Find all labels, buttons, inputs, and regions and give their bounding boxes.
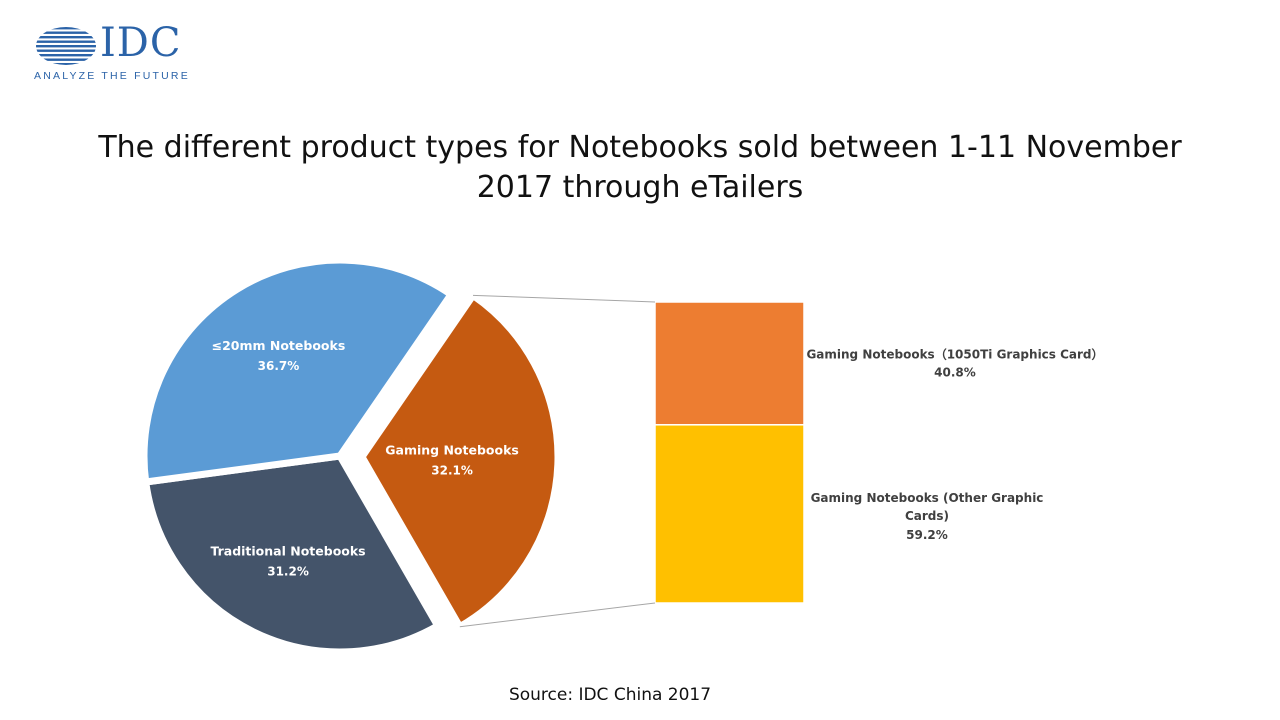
slice-label-gaming-notebooks-value: 32.1% (431, 463, 473, 477)
bar-label-gaming-other-value: 59.2% (906, 528, 948, 542)
source-note: Source: IDC China 2017 (508, 685, 712, 705)
idc-logo: IDC ANALYZE THE FUTURE (34, 20, 194, 86)
pie-slice-traditional-notebooks (142, 452, 442, 656)
logo-tagline: ANALYZE THE FUTURE (34, 70, 190, 82)
pie-slice-thin-notebooks (140, 256, 455, 486)
slice-label-traditional-notebooks-value: 31.2% (267, 564, 309, 578)
bar-label-gaming-other-line-2: Cards) (905, 509, 949, 523)
chart-title-line-1: The different product types for Notebook… (98, 130, 1182, 165)
logo-wordmark: IDC (100, 20, 182, 66)
slice-label-thin-notebooks: ≤20mm Notebooks (212, 338, 346, 353)
connector-line-top (472, 294, 656, 303)
chart-title: The different product types for Notebook… (60, 128, 1220, 208)
slice-label-gaming-notebooks: Gaming Notebooks (385, 442, 519, 457)
bar-label-gaming-1050ti-value: 40.8% (934, 365, 976, 379)
slice-label-traditional-notebooks: Traditional Notebooks (210, 543, 365, 558)
bar-label-gaming-1050ti: Gaming Notebooks（1050Ti Graphics Card） (806, 346, 1103, 361)
chart-title-line-2: 2017 through eTailers (476, 170, 804, 205)
pie-slice-gaming-notebooks (358, 291, 562, 631)
slice-label-thin-notebooks-value: 36.7% (258, 359, 300, 373)
idc-globe-icon (36, 27, 96, 65)
connector-line-bottom (459, 602, 656, 628)
bar-segment-gaming-other (654, 424, 805, 604)
bar-segment-gaming-1050ti (654, 301, 805, 426)
bar-label-gaming-other-line-1: Gaming Notebooks (Other Graphic (811, 491, 1044, 505)
